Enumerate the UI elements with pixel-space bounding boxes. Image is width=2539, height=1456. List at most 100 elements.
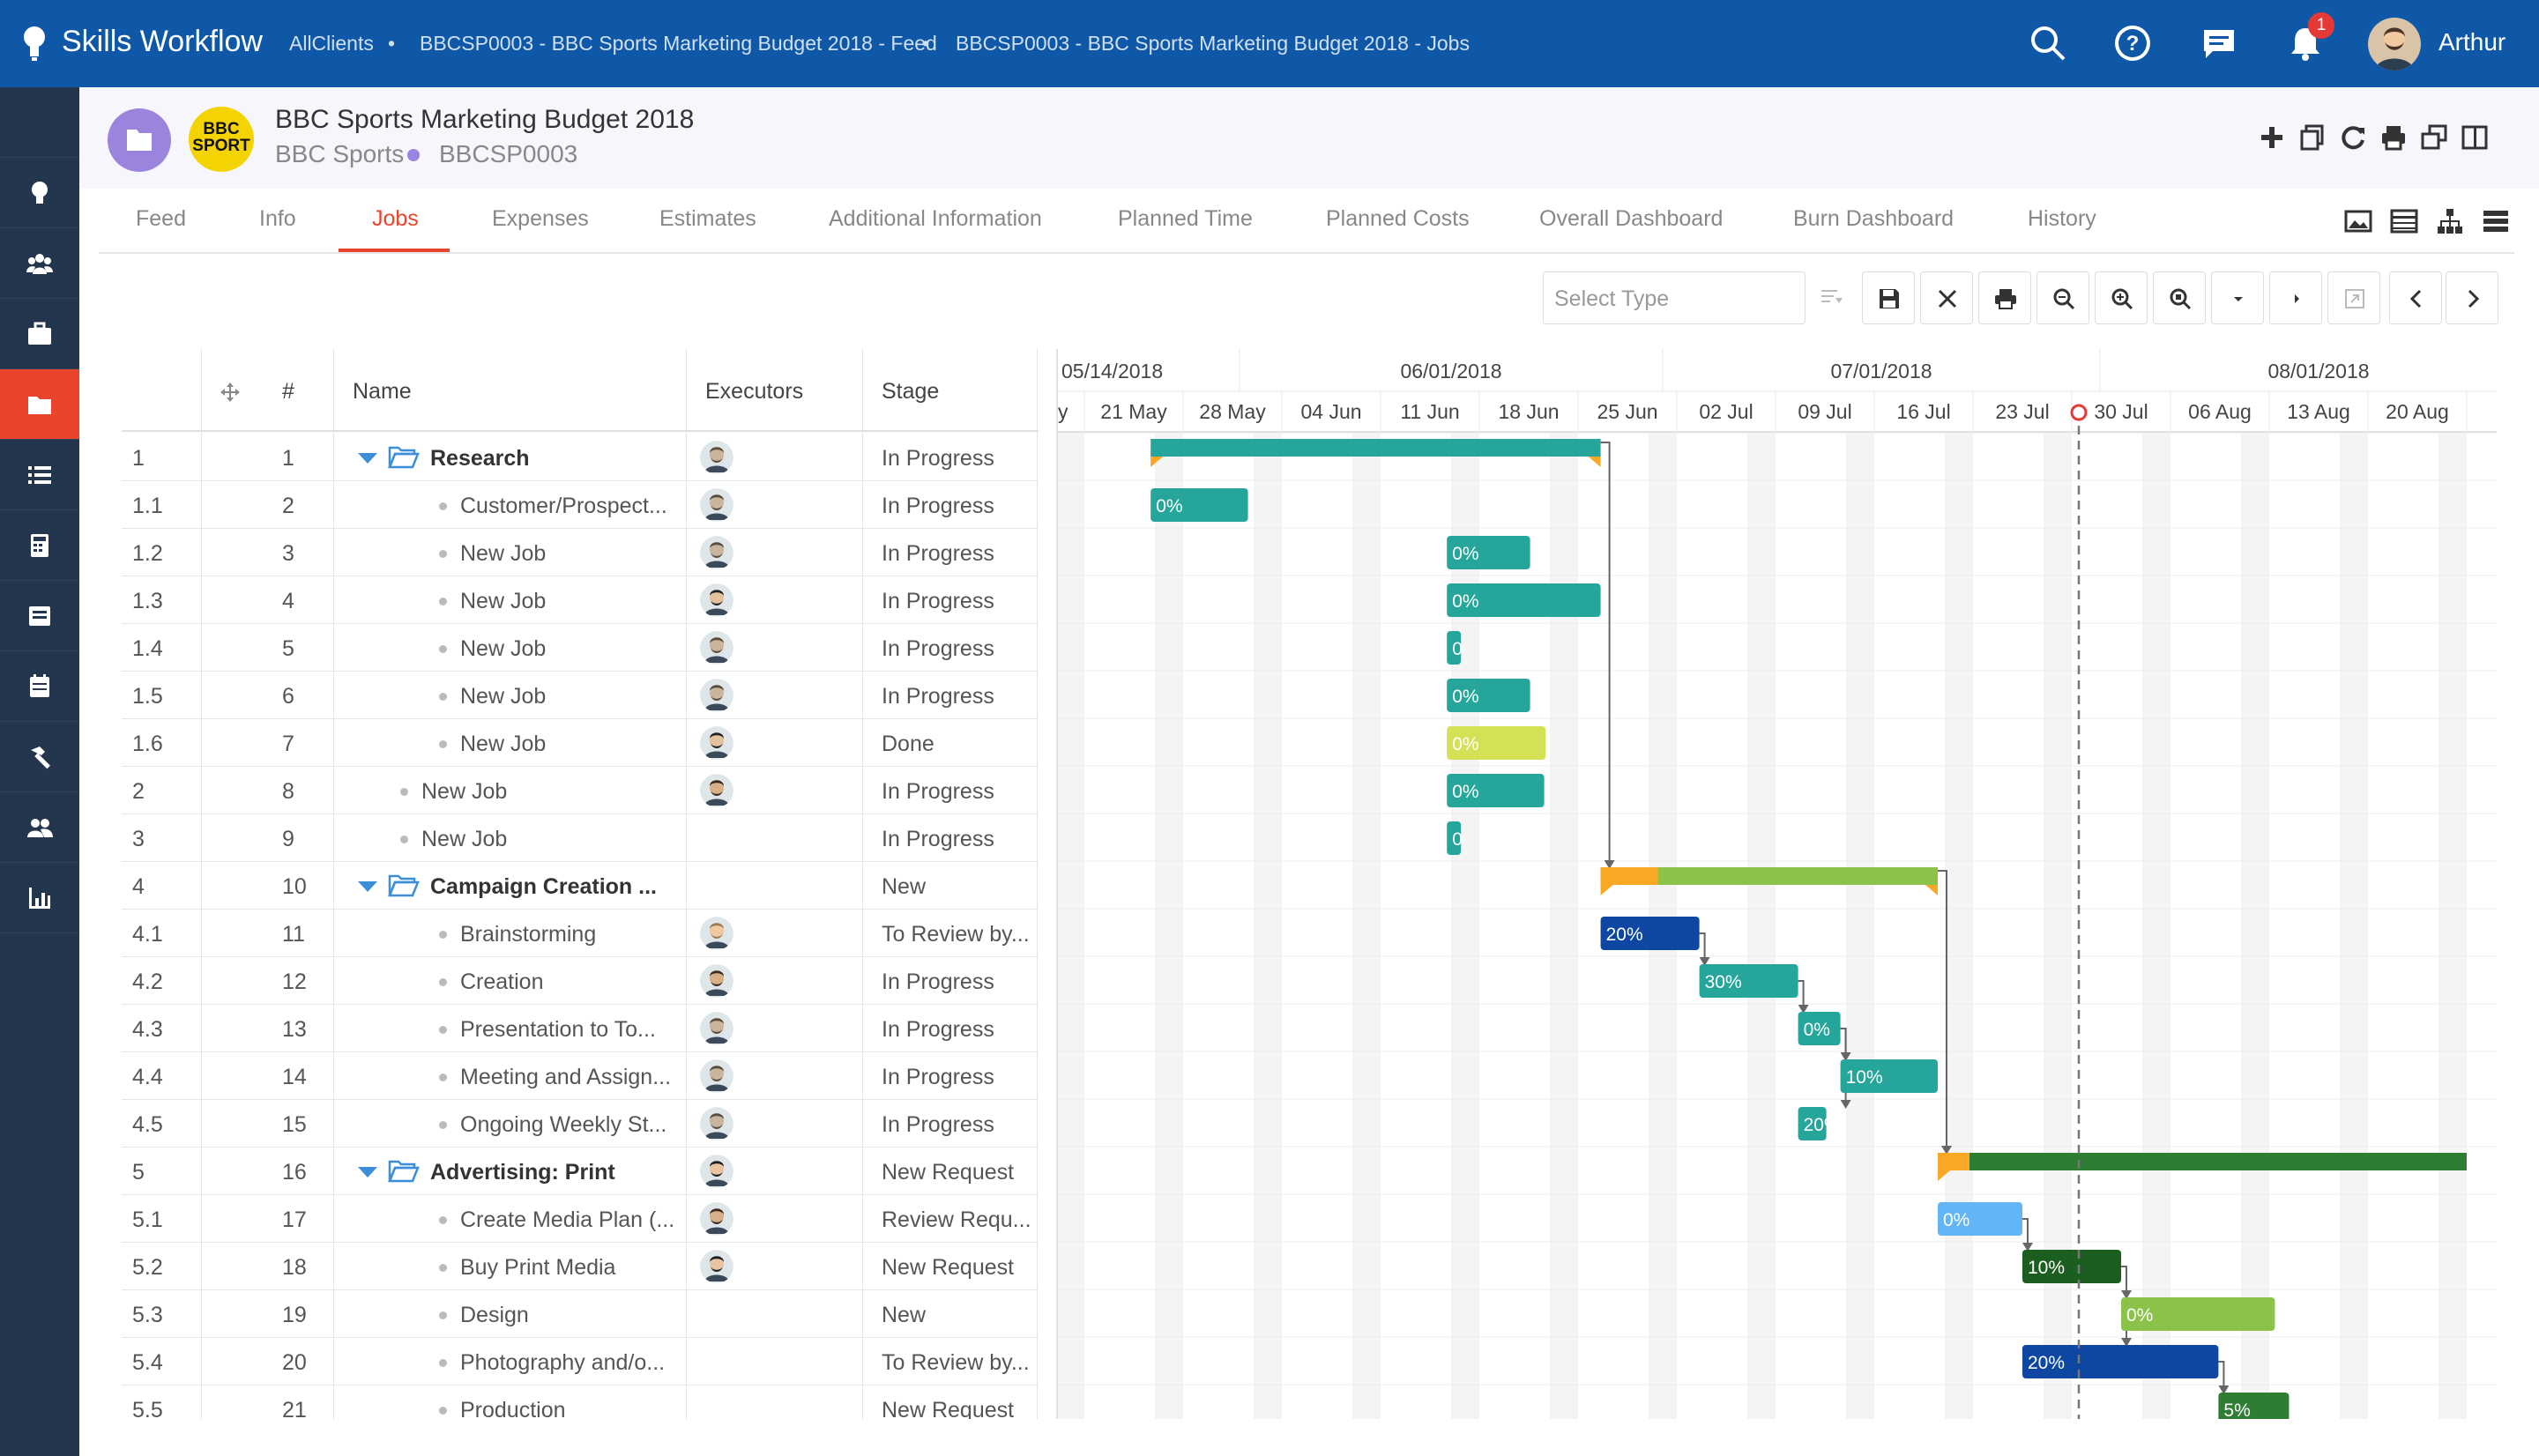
sidebar-item-calendar[interactable] xyxy=(0,651,79,722)
task-bar[interactable] xyxy=(1447,821,1462,855)
task-bar[interactable] xyxy=(1447,583,1601,617)
executor-avatar[interactable] xyxy=(700,1202,733,1236)
user-name[interactable]: Arthur xyxy=(2438,28,2506,56)
job-name[interactable]: New Job xyxy=(421,827,508,851)
tab-planned-time[interactable]: Planned Time xyxy=(1118,206,1253,231)
tab-burn-dashboard[interactable]: Burn Dashboard xyxy=(1793,206,1955,231)
executor-avatar[interactable] xyxy=(700,679,733,712)
job-name[interactable]: Creation xyxy=(460,969,544,994)
job-name[interactable]: New Job xyxy=(460,541,547,566)
table-row[interactable]: 5.3 19 Design New xyxy=(122,1290,1039,1338)
chat-icon[interactable] xyxy=(2199,23,2239,63)
table-view-icon[interactable] xyxy=(2389,206,2419,236)
task-bar[interactable] xyxy=(1798,1012,1841,1045)
task-bar[interactable] xyxy=(1150,488,1248,522)
collapse-toggle-icon[interactable] xyxy=(358,453,377,464)
sidebar-item-clients[interactable] xyxy=(0,228,79,299)
split-view-icon[interactable] xyxy=(2460,123,2490,152)
tab-overall-dashboard[interactable]: Overall Dashboard xyxy=(1539,206,1724,231)
task-bar[interactable] xyxy=(1938,1202,2022,1236)
collapse-toggle-icon[interactable] xyxy=(358,881,377,892)
client-name[interactable]: BBC Sports xyxy=(275,140,405,167)
task-bar[interactable] xyxy=(1447,536,1530,569)
summary-bar[interactable] xyxy=(1600,867,1938,885)
save-button[interactable] xyxy=(1862,271,1915,324)
zoom-out-button[interactable] xyxy=(2036,271,2089,324)
job-name[interactable]: Production xyxy=(460,1398,566,1419)
executor-avatar[interactable] xyxy=(700,917,733,950)
job-name[interactable]: Advertising: Print xyxy=(430,1160,615,1185)
task-bar[interactable] xyxy=(1447,631,1462,665)
table-row[interactable]: 2 8 New Job In Progress xyxy=(122,767,1039,814)
job-name[interactable]: Create Media Plan (... xyxy=(460,1207,675,1232)
executor-avatar[interactable] xyxy=(700,726,733,760)
job-name[interactable]: New Job xyxy=(460,732,547,756)
export-button[interactable] xyxy=(2327,271,2380,324)
table-row[interactable]: 5.1 17 Create Media Plan (... Review Requ..… xyxy=(122,1195,1039,1243)
job-name[interactable]: Brainstorming xyxy=(460,922,597,947)
table-row[interactable]: 5.2 18 Buy Print Media New Request xyxy=(122,1243,1039,1290)
job-name[interactable]: New Job xyxy=(460,589,547,613)
summary-bar[interactable] xyxy=(1938,1153,2467,1170)
tab-additional-information[interactable]: Additional Information xyxy=(829,206,1042,231)
collapse-toggle-icon[interactable] xyxy=(358,1167,377,1177)
scroll-left-button[interactable] xyxy=(2389,271,2442,324)
job-name[interactable]: Customer/Prospect... xyxy=(460,494,667,518)
table-row[interactable]: 1.5 6 New Job In Progress xyxy=(122,672,1039,719)
table-row[interactable]: 4.1 11 Brainstorming To Review by... xyxy=(122,910,1039,957)
job-name[interactable]: Ongoing Weekly St... xyxy=(460,1112,667,1137)
copy-icon[interactable] xyxy=(2297,123,2327,152)
tab-planned-costs[interactable]: Planned Costs xyxy=(1326,206,1470,231)
job-name[interactable]: New Job xyxy=(460,684,547,709)
breadcrumb-allclients[interactable]: AllClients xyxy=(289,32,374,55)
executor-avatar[interactable] xyxy=(700,964,733,998)
table-row[interactable]: 5.4 20 Photography and/o... To Review by... xyxy=(122,1338,1039,1385)
tab-jobs[interactable]: Jobs xyxy=(372,206,419,231)
zoom-in-button[interactable] xyxy=(2095,271,2148,324)
job-name[interactable]: Design xyxy=(460,1303,529,1327)
sidebar-item-reports[interactable] xyxy=(0,863,79,933)
hierarchy-view-icon[interactable] xyxy=(2435,206,2465,236)
gantt-view-icon[interactable] xyxy=(2481,206,2511,236)
sidebar-item-home[interactable] xyxy=(0,87,79,158)
window-restore-icon[interactable] xyxy=(2419,123,2449,152)
table-row[interactable]: 4.4 14 Meeting and Assign... In Progress xyxy=(122,1052,1039,1100)
select-type-dropdown[interactable]: Select Type xyxy=(1543,271,1806,324)
expand-button[interactable] xyxy=(2269,271,2322,324)
executor-avatar[interactable] xyxy=(700,488,733,522)
table-row[interactable]: 1.6 7 New Job Done xyxy=(122,719,1039,767)
job-name[interactable]: Buy Print Media xyxy=(460,1255,616,1280)
tab-estimates[interactable]: Estimates xyxy=(659,206,756,231)
table-row[interactable]: 4.5 15 Ongoing Weekly St... In Progress xyxy=(122,1100,1039,1148)
column-header-number[interactable]: # xyxy=(282,379,294,404)
cancel-button[interactable] xyxy=(1920,271,1973,324)
job-name[interactable]: Research xyxy=(430,446,530,471)
sidebar-item-briefcase[interactable] xyxy=(0,299,79,369)
task-bar[interactable] xyxy=(2022,1345,2219,1378)
summary-bar[interactable] xyxy=(1150,439,1601,457)
table-row[interactable]: 4 10 Campaign Creation ... New xyxy=(122,862,1039,910)
more-options-button[interactable] xyxy=(2211,271,2264,324)
refresh-icon[interactable] xyxy=(2338,123,2368,152)
sidebar-item-documents[interactable] xyxy=(0,581,79,651)
print-button[interactable] xyxy=(1978,271,2031,324)
sidebar-item-projects[interactable] xyxy=(0,369,79,440)
table-row[interactable]: 1.2 3 New Job In Progress xyxy=(122,529,1039,576)
add-icon[interactable] xyxy=(2257,123,2287,152)
user-avatar[interactable] xyxy=(2368,18,2421,71)
move-icon[interactable] xyxy=(219,381,242,404)
table-row[interactable]: 1 1 Research In Progress xyxy=(122,434,1039,481)
table-row[interactable]: 1.3 4 New Job In Progress xyxy=(122,576,1039,624)
column-header-name[interactable]: Name xyxy=(353,379,412,404)
task-bar[interactable] xyxy=(1840,1059,1938,1093)
task-bar[interactable] xyxy=(2218,1393,2290,1419)
executor-avatar[interactable] xyxy=(700,1155,733,1188)
task-bar[interactable] xyxy=(1798,1107,1827,1140)
job-name[interactable]: New Job xyxy=(460,636,547,661)
image-view-icon[interactable] xyxy=(2343,206,2373,236)
table-row[interactable]: 3 9 New Job In Progress xyxy=(122,814,1039,862)
print-icon[interactable] xyxy=(2379,123,2409,152)
sidebar-item-calculator[interactable] xyxy=(0,510,79,581)
scroll-right-button[interactable] xyxy=(2446,271,2498,324)
column-header-executors[interactable]: Executors xyxy=(705,379,804,404)
